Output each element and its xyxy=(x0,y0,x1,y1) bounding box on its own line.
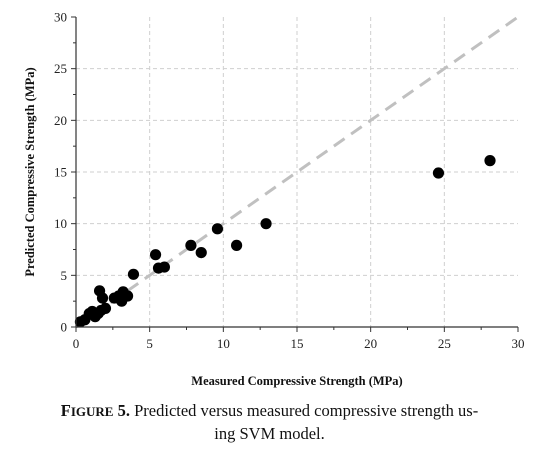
x-tick-label: 15 xyxy=(291,336,304,351)
figure-caption: FIGURE 5. Predicted versus measured comp… xyxy=(0,400,539,445)
x-tick-label: 0 xyxy=(73,336,80,351)
grid-lines xyxy=(76,17,518,327)
data-point xyxy=(99,302,112,314)
caption-line-1: FIGURE 5. Predicted versus measured comp… xyxy=(0,400,539,423)
data-point xyxy=(432,167,445,179)
y-tick-labels: 0 5 10 15 20 25 30 xyxy=(54,10,67,335)
figure-number: 5. xyxy=(117,401,130,420)
y-tick-label: 5 xyxy=(61,268,68,283)
data-point xyxy=(211,223,224,235)
data-point xyxy=(127,268,140,280)
data-point xyxy=(121,290,134,302)
figure-label: FIGURE 5. xyxy=(61,401,130,420)
x-tick-label: 10 xyxy=(217,336,230,351)
caption-text-1: Predicted versus measured compressive st… xyxy=(134,401,479,420)
x-axis-title: Measured Compressive Strength (MPa) xyxy=(191,374,402,388)
data-point xyxy=(149,249,162,261)
figure-label-rest: IGURE xyxy=(70,404,114,419)
y-tick-label: 15 xyxy=(54,165,67,180)
data-point xyxy=(185,239,197,251)
data-points xyxy=(74,155,496,328)
data-point xyxy=(484,155,496,167)
x-tick-label: 5 xyxy=(146,336,153,351)
scatter-chart: 0 5 10 15 20 25 30 0 5 10 15 20 25 30 Measured Compr… xyxy=(23,10,525,389)
y-tick-label: 10 xyxy=(54,216,67,231)
y-tick-label: 25 xyxy=(54,61,67,76)
data-point xyxy=(195,247,207,259)
axes xyxy=(71,16,519,332)
y-tick-label: 30 xyxy=(54,10,67,25)
y-tick-label: 0 xyxy=(61,320,68,335)
data-point xyxy=(96,292,109,304)
x-tick-label: 20 xyxy=(364,336,377,351)
y-tick-label: 20 xyxy=(54,113,67,128)
x-tick-labels: 0 5 10 15 20 25 30 xyxy=(73,336,525,351)
y-axis-title: Predicted Compressive Strength (MPa) xyxy=(23,67,37,276)
data-point xyxy=(158,261,170,273)
data-point xyxy=(260,218,272,230)
reference-line-y-equals-x xyxy=(75,15,519,329)
figure-label-initial: F xyxy=(60,401,71,420)
x-tick-label: 30 xyxy=(512,336,525,351)
caption-line-2: ing SVM model. xyxy=(214,424,325,443)
x-tick-label: 25 xyxy=(438,336,451,351)
data-point xyxy=(230,239,243,251)
